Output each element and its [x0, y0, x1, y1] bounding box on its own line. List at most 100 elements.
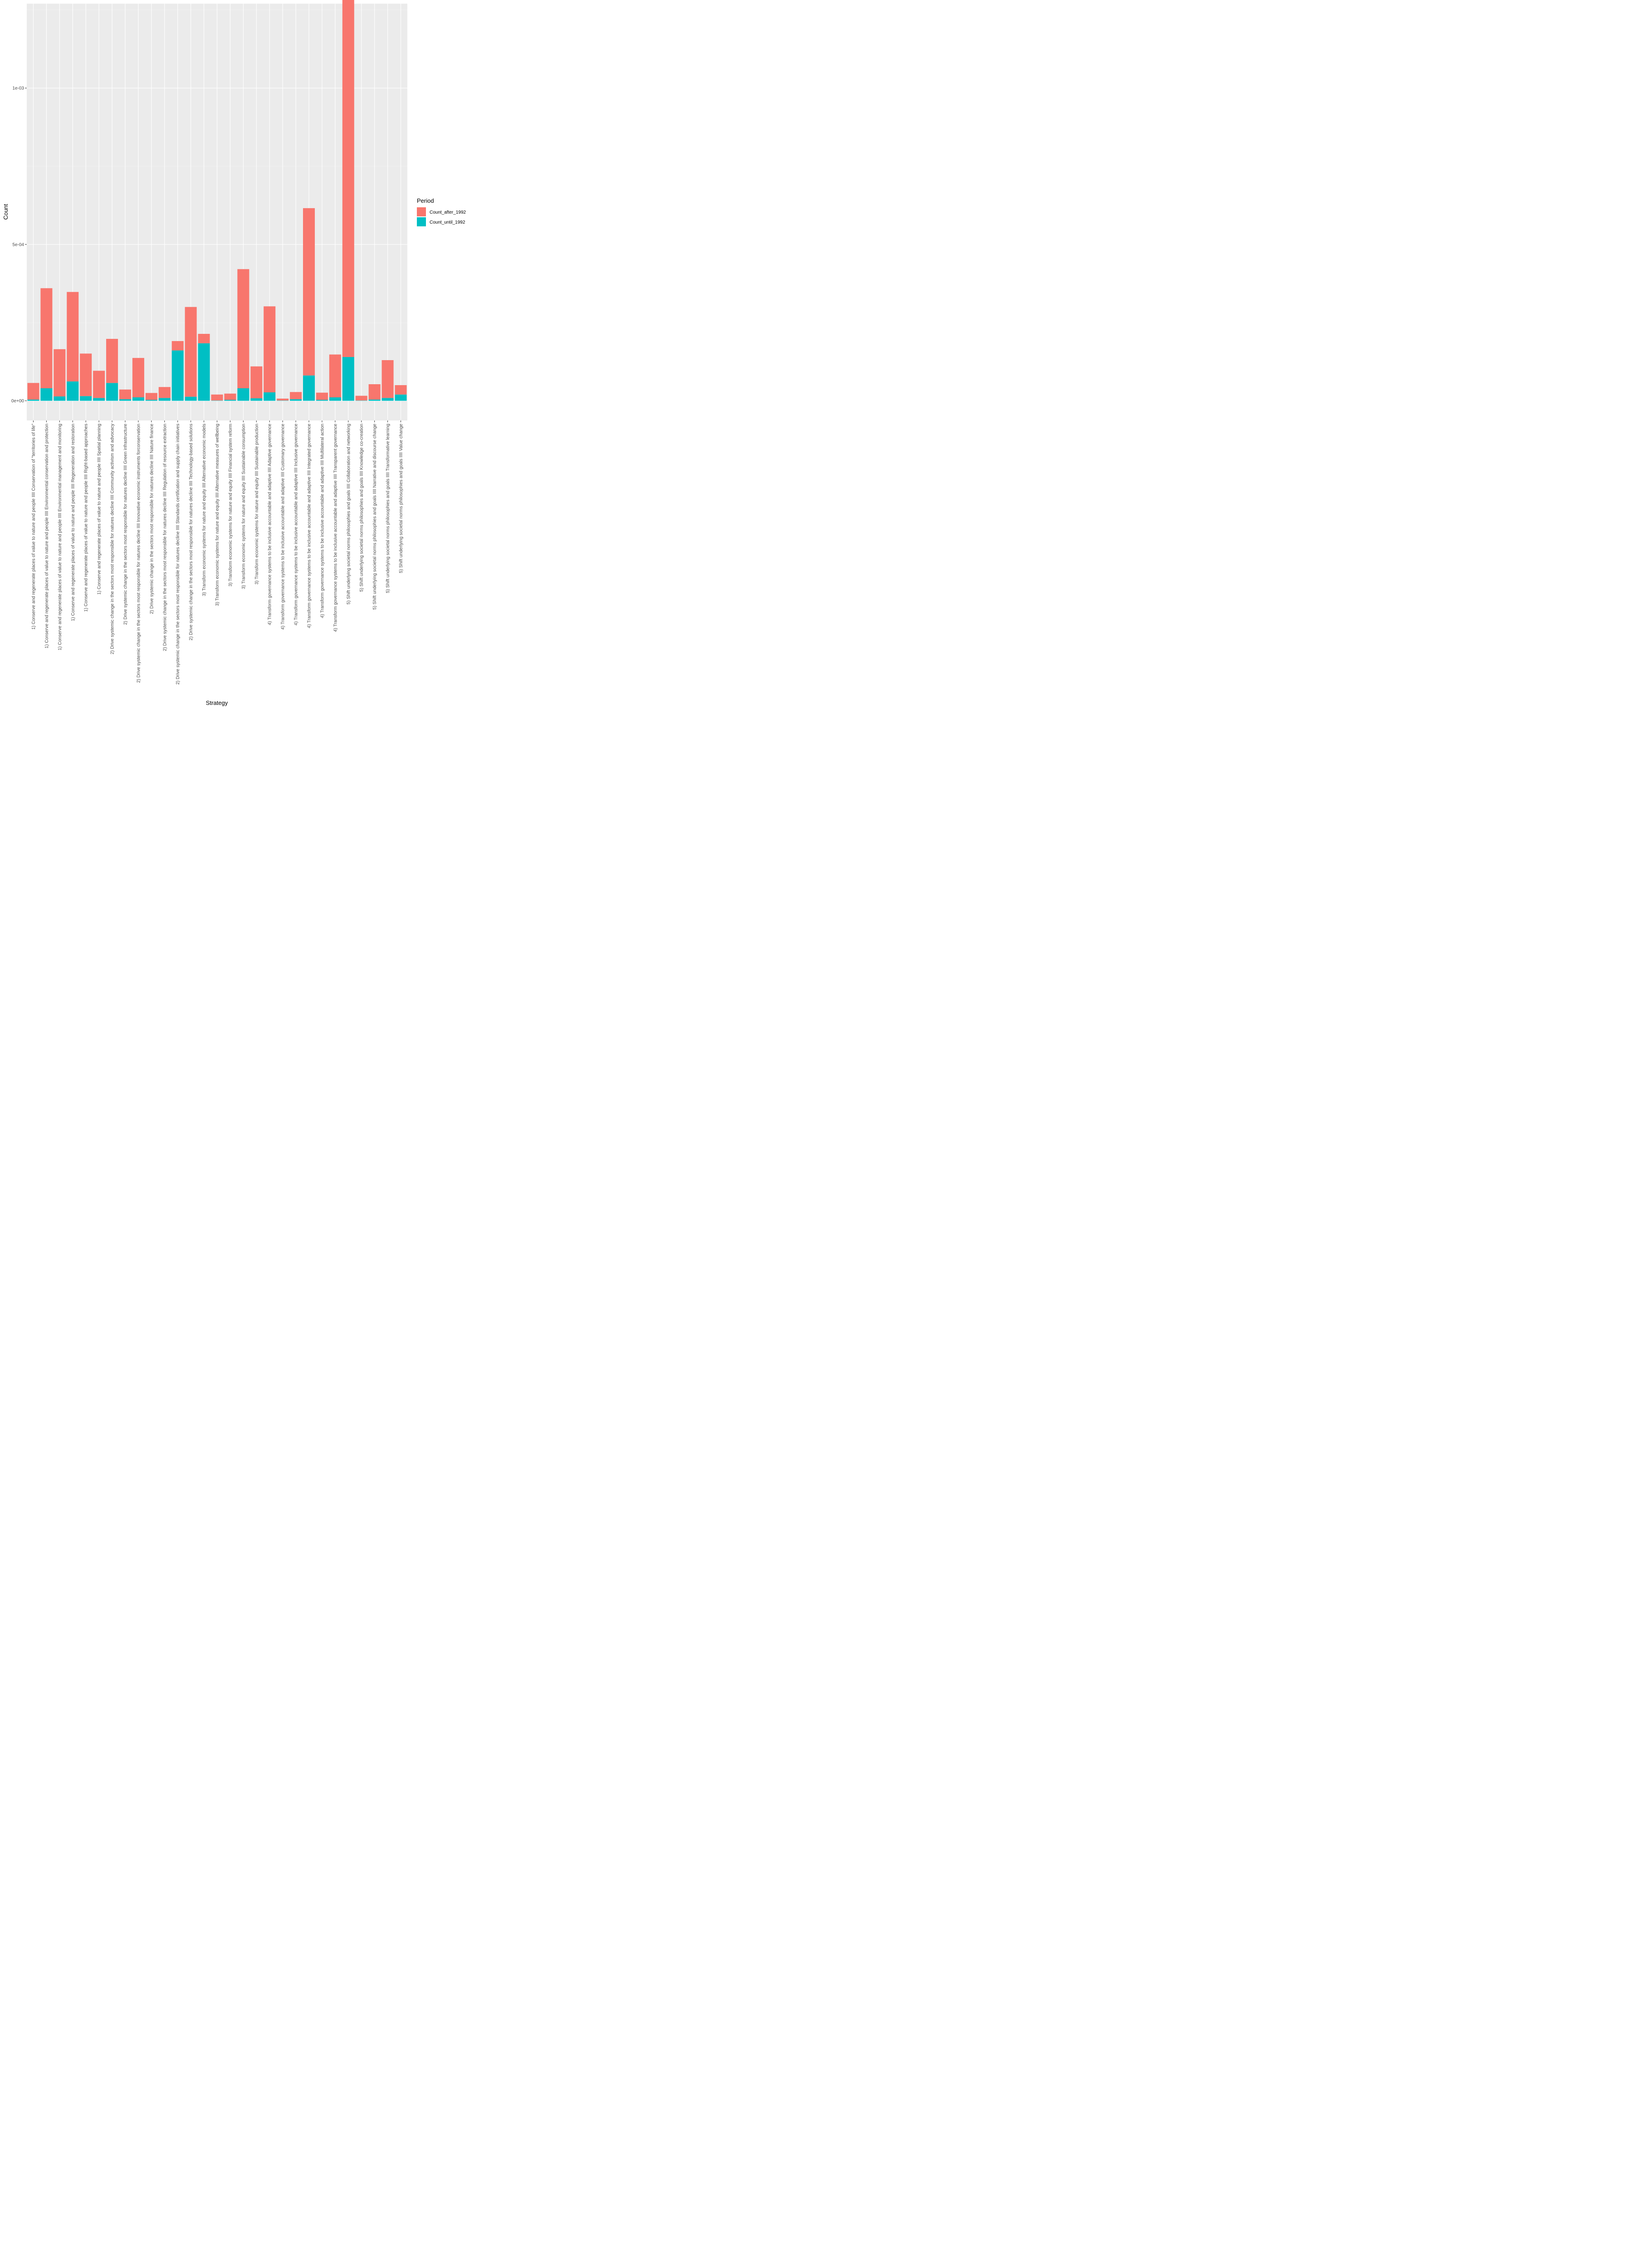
bar-until-1992 — [27, 399, 39, 401]
stacked-bar-chart: 0e+00 5e-04 1e-03 1) Conserve and regenera… — [2, 0, 466, 706]
legend-key-after-1992 — [417, 207, 426, 216]
x-tick-label: 5) Shift underlying societal norms philo… — [346, 424, 351, 605]
bar-after-1992 — [250, 366, 263, 399]
x-axis-title: Strategy — [206, 699, 228, 706]
x-tick-label: 2) Drive systemic change in the sectors … — [149, 424, 154, 614]
bar-until-1992 — [67, 381, 79, 401]
x-tick-label: 1) Conserve and regenerate places of val… — [44, 424, 49, 648]
x-tick-label: 5) Shift underlying societal norms philo… — [386, 424, 391, 593]
bar-until-1992 — [80, 396, 92, 401]
bar-until-1992 — [198, 343, 210, 401]
y-tick-label: 0e+00 — [11, 399, 24, 404]
bar-after-1992 — [224, 393, 236, 400]
bar-after-1992 — [145, 393, 157, 400]
bar-after-1992 — [67, 292, 79, 381]
bar-until-1992 — [368, 399, 381, 401]
x-tick-label: 1) Conserve and regenerate places of val… — [84, 424, 89, 612]
bar-after-1992 — [303, 208, 315, 376]
bar-after-1992 — [368, 384, 381, 400]
bar-after-1992 — [106, 339, 118, 383]
x-tick-label: 5) Shift underlying societal norms philo… — [359, 424, 364, 592]
bar-until-1992 — [237, 388, 249, 401]
bar-until-1992 — [290, 399, 302, 401]
bar-until-1992 — [54, 396, 66, 401]
bar-after-1992 — [355, 396, 367, 401]
x-tick-label: 3) Transform economic systems for nature… — [202, 424, 207, 596]
bar-until-1992 — [224, 400, 236, 401]
bar-until-1992 — [264, 392, 276, 401]
bar-after-1992 — [198, 334, 210, 343]
bar-after-1992 — [185, 307, 197, 397]
bar-until-1992 — [106, 383, 118, 401]
bar-until-1992 — [395, 394, 407, 401]
bar-until-1992 — [342, 357, 354, 401]
x-axis: 1) Conserve and regenerate places of val… — [31, 420, 404, 684]
legend-key-until-1992 — [417, 217, 426, 226]
bar-after-1992 — [237, 269, 249, 388]
x-tick-label: 1) Conserve and regenerate places of val… — [97, 424, 102, 595]
x-tick-label: 3) Transform economic systems for nature… — [228, 424, 233, 587]
x-tick-label: 1) Conserve and regenerate places of val… — [58, 424, 63, 650]
x-tick-label: 1) Conserve and regenerate places of val… — [71, 424, 76, 621]
bar-after-1992 — [93, 371, 105, 398]
x-tick-label: 2) Drive systemic change in the sectors … — [110, 424, 115, 655]
bar-until-1992 — [171, 350, 184, 401]
x-tick-label: 5) Shift underlying societal norms philo… — [399, 424, 404, 573]
bar-after-1992 — [132, 358, 144, 397]
legend: Period Count_after_1992 Count_until_1992 — [417, 197, 466, 226]
bar-after-1992 — [27, 383, 39, 400]
x-tick-label: 5) Shift underlying societal norms philo… — [372, 424, 377, 610]
bar-until-1992 — [158, 398, 171, 401]
bar-after-1992 — [290, 392, 302, 400]
bar-until-1992 — [303, 375, 315, 401]
bar-after-1992 — [381, 360, 394, 398]
x-tick-label: 4) Transform governance systems to be in… — [320, 424, 325, 618]
x-tick-label: 4) Transform governance systems to be in… — [268, 424, 273, 626]
y-tick-label: 5e-04 — [12, 242, 24, 247]
chart-root: 0e+00 5e-04 1e-03 1) Conserve and regenera… — [0, 0, 472, 708]
bar-after-1992 — [80, 353, 92, 396]
bar-until-1992 — [119, 399, 132, 401]
bars — [27, 0, 407, 401]
x-tick-label: 2) Drive systemic change in the sectors … — [189, 424, 194, 640]
x-tick-label: 4) Transform governance systems to be in… — [307, 424, 312, 628]
legend-title: Period — [417, 197, 434, 204]
bar-after-1992 — [54, 349, 66, 396]
bar-after-1992 — [395, 385, 407, 395]
bar-after-1992 — [40, 288, 53, 388]
x-tick-label: 2) Drive systemic change in the sectors … — [123, 424, 128, 625]
bar-after-1992 — [211, 394, 223, 401]
bar-after-1992 — [158, 387, 171, 398]
bar-until-1992 — [185, 396, 197, 401]
legend-label-after-1992: Count_after_1992 — [430, 210, 466, 215]
bar-after-1992 — [329, 354, 341, 397]
bar-after-1992 — [342, 0, 354, 357]
legend-label-until-1992: Count_until_1992 — [430, 220, 465, 225]
x-tick-label: 4) Transform governance systems to be in… — [294, 424, 299, 626]
x-tick-label: 2) Drive systemic change in the sectors … — [136, 424, 141, 683]
y-axis-title: Count — [2, 204, 9, 220]
bar-until-1992 — [329, 397, 341, 401]
bar-until-1992 — [250, 398, 263, 401]
y-tick-label: 1e-03 — [12, 86, 24, 91]
bar-until-1992 — [40, 388, 53, 401]
bar-until-1992 — [132, 397, 144, 401]
bar-until-1992 — [316, 400, 328, 401]
bar-until-1992 — [145, 400, 157, 401]
bar-after-1992 — [316, 392, 328, 400]
bar-until-1992 — [93, 398, 105, 401]
x-tick-label: 2) Drive systemic change in the sectors … — [162, 424, 167, 651]
x-tick-label: 4) Transform governance systems to be in… — [281, 424, 286, 630]
bar-after-1992 — [277, 398, 289, 401]
bar-after-1992 — [171, 341, 184, 351]
bar-after-1992 — [119, 389, 132, 400]
bar-until-1992 — [381, 398, 394, 401]
x-tick-label: 1) Conserve and regenerate places of val… — [31, 424, 36, 630]
y-axis: 0e+00 5e-04 1e-03 — [11, 86, 27, 404]
x-tick-label: 3) Transform economic systems for nature… — [215, 424, 220, 606]
bar-after-1992 — [264, 306, 276, 392]
x-tick-label: 3) Transform economic systems for nature… — [241, 424, 246, 589]
x-tick-label: 2) Drive systemic change in the sectors … — [176, 424, 181, 684]
x-tick-label: 3) Transform economic systems for nature… — [254, 424, 259, 585]
x-tick-label: 4) Transform governance systems to be in… — [333, 424, 338, 632]
